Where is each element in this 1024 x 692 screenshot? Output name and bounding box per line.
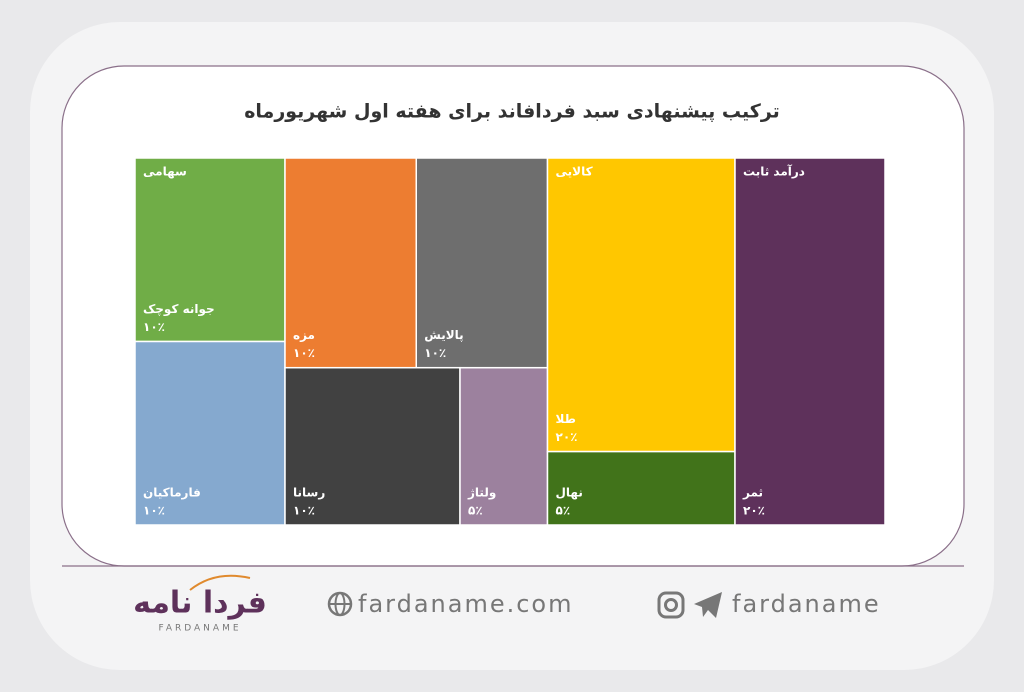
tile [134,340,286,526]
tile-label: مزه [293,328,315,342]
group-label: کالایی [556,165,593,179]
instagram-icon [664,598,678,612]
tile [734,157,886,526]
logo: فردا نامه FARDANAME [133,574,267,634]
tile [415,157,549,369]
tile-label: ثمر [742,486,763,500]
group-label: سهامی [143,165,187,179]
value-label: ۱۰٪ [143,320,165,334]
value-label: ۱۰٪ [293,504,315,518]
tile-label: فارماکیان [143,486,201,500]
tile [459,366,549,526]
tile-label: پالایش [424,328,463,342]
tile-label: جوانه کوچک [143,302,215,317]
chart-title: ترکیب پیشنهادی سبد فردافاند برای هفته او… [244,101,780,123]
value-label: ۱۰٪ [293,346,315,360]
value-label: ۲۰٪ [556,430,578,444]
tile-label: رسانا [293,486,325,500]
tile [284,157,417,369]
tile-label: ولتاژ [467,486,496,501]
website: fardaname.com [327,590,574,618]
value-label: ۱۰٪ [424,346,446,360]
logo-swoosh [189,574,251,591]
value-label: ۵٪ [468,504,483,518]
tile [546,450,736,526]
value-label: ۲۰٪ [743,504,765,518]
value-label: ۵٪ [556,504,571,518]
tile-label: طلا [556,412,576,426]
group-label: درآمد ثابت [743,164,805,179]
tile [284,366,461,526]
tile [546,157,736,453]
logo-sub: FARDANAME [158,624,241,634]
telegram-icon [694,592,722,618]
social: fardaname [657,590,881,619]
value-label: ۱۰٪ [143,504,165,518]
logo-text: فردا نامه [133,586,267,621]
website-text: fardaname.com [358,590,574,618]
social-text: fardaname [732,590,881,618]
instagram-icon [657,591,685,619]
tile-label: نهال [556,486,583,500]
